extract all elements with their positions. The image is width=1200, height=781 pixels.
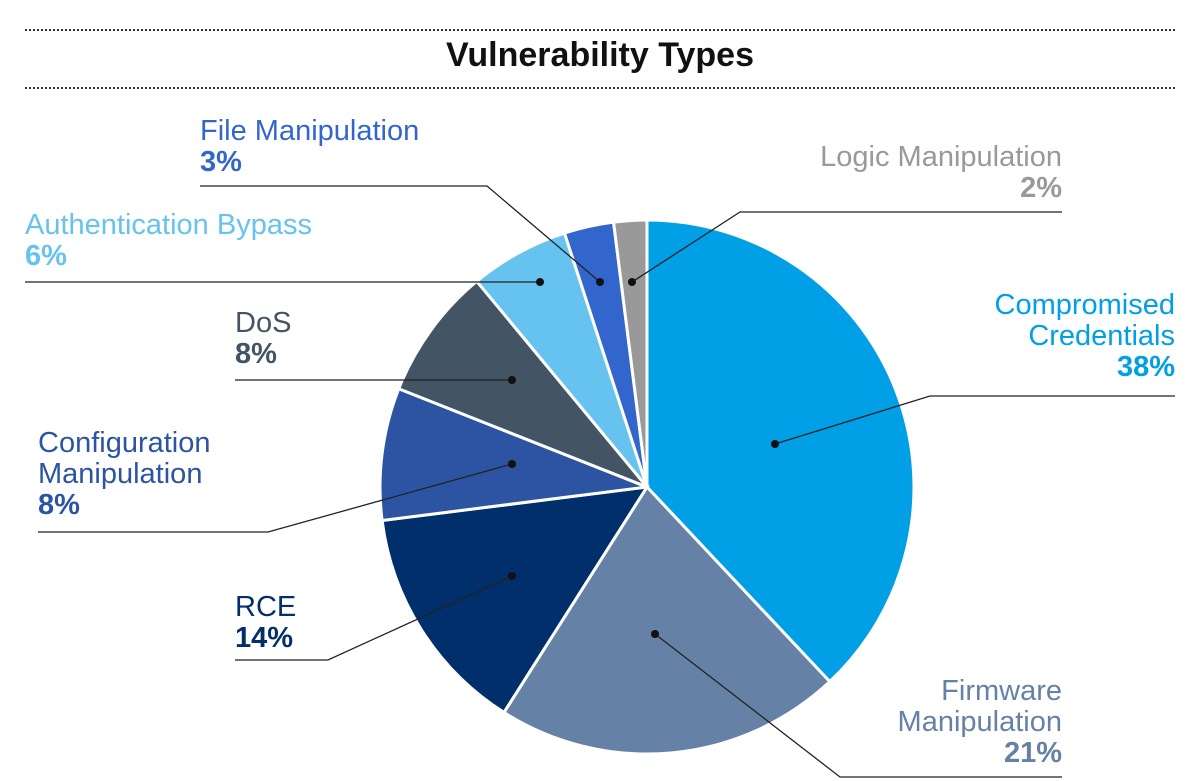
- slice-percent: 8%: [235, 338, 277, 370]
- slice-label: Configuration: [38, 427, 211, 459]
- leader-dot: [596, 278, 604, 286]
- slice-label: Credentials: [1028, 320, 1175, 352]
- data-label: Firmware Manipulation 21%: [898, 676, 1062, 769]
- data-label: Logic Manipulation 2%: [820, 142, 1062, 204]
- data-label: Authentication Bypass 6%: [25, 210, 312, 272]
- slice-percent: 3%: [200, 146, 242, 178]
- data-label: Configuration Manipulation 8%: [38, 428, 211, 521]
- slice-percent: 6%: [25, 240, 67, 272]
- data-label: RCE 14%: [235, 592, 296, 654]
- pie-slice-rce: [380, 485, 650, 715]
- slice-label: DoS: [235, 307, 292, 339]
- leader-dot: [508, 572, 516, 580]
- leader-line: [631, 211, 1062, 283]
- slice-label: RCE: [235, 591, 297, 623]
- slice-label: Logic Manipulation: [820, 141, 1062, 173]
- top-divider: [25, 29, 1175, 31]
- slice-percent: 21%: [1003, 737, 1062, 769]
- slice-label: Compromised: [994, 289, 1176, 321]
- leader-line: [235, 575, 513, 661]
- data-label: DoS 8%: [235, 308, 291, 370]
- data-label: Compromised Credentials 38%: [995, 290, 1176, 383]
- leader-line: [654, 633, 1062, 778]
- slice-percent: 8%: [38, 489, 80, 521]
- slice-label: Firmware: [941, 675, 1062, 707]
- leader-line: [200, 185, 601, 283]
- chart-title: Vulnerability Types: [446, 36, 754, 74]
- leader-dot: [536, 278, 544, 286]
- slice-percent: 14%: [235, 622, 294, 654]
- data-label: File Manipulation 3%: [200, 116, 419, 178]
- leader-dot: [651, 630, 659, 638]
- slice-label: Authentication Bypass: [25, 209, 312, 241]
- leader-line: [774, 395, 1175, 445]
- slice-label: Manipulation: [38, 458, 203, 490]
- title-divider: [25, 87, 1175, 89]
- pie-slice-compromised-credentials: [645, 218, 916, 684]
- leader-dot: [508, 460, 516, 468]
- leader-dot: [628, 278, 636, 286]
- slice-percent: 38%: [1116, 351, 1175, 383]
- slice-label: File Manipulation: [200, 115, 420, 147]
- leader-line: [38, 463, 513, 533]
- slice-label: Manipulation: [897, 706, 1062, 738]
- slice-percent: 2%: [1020, 172, 1062, 204]
- pie-slice-logic-manipulation: [611, 218, 649, 488]
- leader-dot: [771, 440, 779, 448]
- pie-slice-configuration-manipulation: [378, 386, 648, 523]
- pie-slice-dos: [396, 279, 649, 489]
- pie-slice-firmware-manipulation: [501, 484, 832, 756]
- leader-dot: [508, 376, 516, 384]
